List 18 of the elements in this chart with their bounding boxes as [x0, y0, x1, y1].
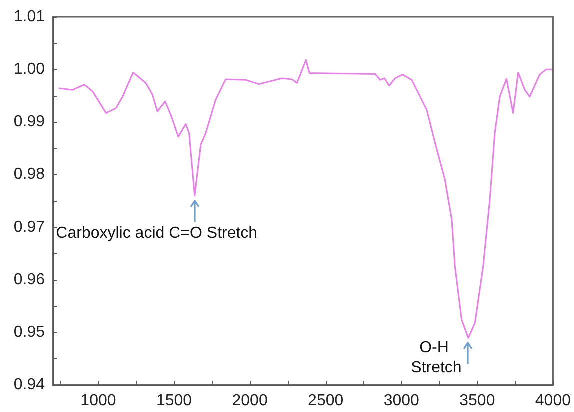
x-tick-label: 4000: [535, 392, 572, 410]
annotation: O-H Stretch: [411, 340, 462, 377]
y-tick-label: 0.94: [14, 376, 46, 394]
y-tick-label: 0.98: [14, 166, 46, 184]
y-tick-label: 0.97: [14, 218, 46, 236]
y-tick-label: 0.99: [14, 114, 46, 131]
x-tick-label: 2500: [308, 392, 344, 410]
y-tick-label: 0.96: [14, 271, 46, 288]
x-tick-label: 3000: [384, 392, 420, 410]
line-series: [58, 59, 552, 339]
y-tick-label: 1.01: [14, 8, 46, 26]
x-tick-label: 2000: [232, 392, 268, 410]
y-tick-label: 0.95: [14, 324, 46, 341]
x-tick-label: 1500: [156, 392, 192, 410]
y-tick-label: 1.00: [14, 61, 46, 78]
x-tick-label: 3500: [460, 392, 496, 410]
annotation: Carboxylic acid C=O Stretch: [56, 225, 258, 242]
x-tick-label: 1000: [80, 392, 116, 410]
